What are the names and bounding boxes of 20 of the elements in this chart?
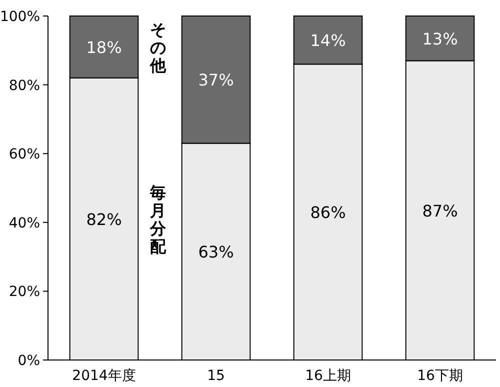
x-tick-label: 16上期 (305, 368, 351, 384)
series-label: 毎月分配 (149, 182, 168, 256)
data-label: 63% (198, 242, 234, 262)
y-tick-label: 0% (18, 353, 40, 369)
x-tick-label: 15 (207, 368, 225, 384)
y-tick-label: 20% (8, 284, 40, 300)
y-tick-label: 40% (8, 215, 40, 232)
x-tick-label: 2014年度 (72, 368, 136, 384)
data-label: 86% (310, 203, 346, 222)
y-tick-label: 80% (8, 78, 40, 94)
data-label: 87% (422, 201, 458, 220)
y-tick-label: 60% (8, 146, 40, 163)
data-label: 82% (86, 210, 122, 229)
data-label: 13% (422, 29, 458, 48)
x-tick-label: 16下期 (417, 368, 463, 384)
data-label: 37% (198, 70, 234, 90)
series-label: その他 (149, 20, 168, 75)
data-label: 14% (310, 31, 346, 50)
y-tick-label: 100% (0, 9, 40, 25)
data-label: 18% (86, 38, 122, 57)
